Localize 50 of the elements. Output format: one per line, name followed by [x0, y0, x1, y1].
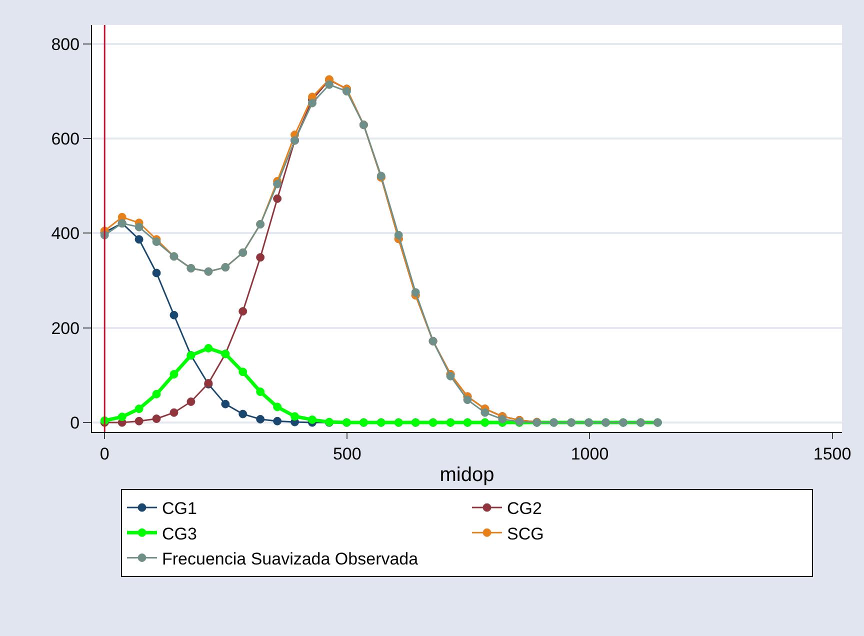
- legend-label: SCG: [507, 524, 544, 544]
- point: [134, 404, 144, 414]
- point: [221, 400, 230, 408]
- point: [394, 230, 403, 240]
- point: [238, 307, 248, 316]
- x-axis-title: midop: [440, 464, 494, 486]
- point: [170, 408, 178, 417]
- point: [118, 412, 126, 422]
- point: [186, 397, 196, 406]
- point: [152, 414, 161, 423]
- x-tick-label: 1000: [570, 444, 609, 464]
- point: [273, 194, 282, 203]
- point: [238, 410, 248, 418]
- legend-label: CG1: [162, 499, 197, 518]
- legend-label: CG3: [162, 524, 197, 544]
- y-tick-label: 400: [51, 224, 80, 244]
- point: [152, 390, 161, 398]
- point: [324, 80, 334, 89]
- point: [134, 222, 144, 232]
- point: [238, 368, 248, 376]
- y-tick-label: 0: [70, 413, 80, 432]
- legend-label: CG2: [507, 499, 542, 518]
- point: [308, 98, 316, 108]
- point: [134, 416, 144, 426]
- point: [273, 180, 282, 188]
- point: [256, 388, 265, 396]
- point: [308, 415, 316, 424]
- y-tick-label: 200: [51, 318, 80, 338]
- point: [463, 396, 472, 404]
- x-tick-label: 1500: [813, 444, 852, 464]
- point: [170, 310, 178, 320]
- point: [204, 344, 213, 352]
- legend-label: Frecuencia Suavizada Observada: [162, 549, 419, 568]
- point: [273, 402, 282, 412]
- point: [480, 408, 490, 417]
- point: [256, 253, 265, 262]
- point: [411, 288, 420, 297]
- x-tick-label: 0: [100, 444, 110, 464]
- point: [152, 238, 161, 246]
- y-tick-label: 800: [51, 34, 80, 54]
- point: [134, 235, 144, 244]
- point: [256, 414, 265, 424]
- point: [273, 416, 282, 426]
- point: [152, 268, 161, 278]
- x-tick-label: 500: [332, 444, 362, 464]
- point: [498, 414, 507, 424]
- point: [170, 370, 178, 379]
- point: [342, 87, 351, 96]
- y-tick-label: 600: [51, 130, 80, 149]
- point: [290, 412, 300, 421]
